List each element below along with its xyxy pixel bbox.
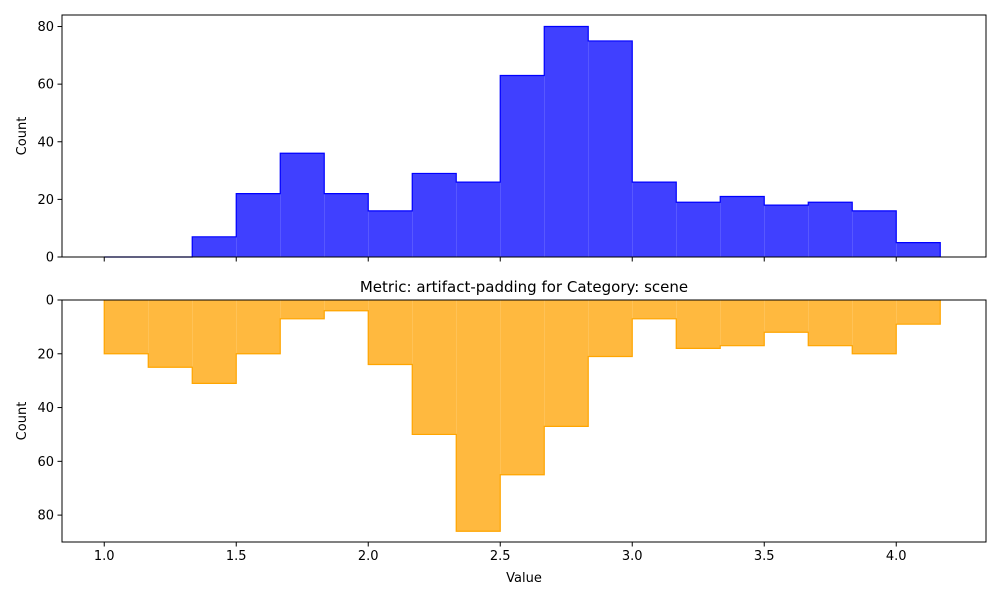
y-tick-label: 40 [37,135,54,150]
histogram-bin [632,182,677,257]
x-tick-label: 2.5 [490,549,511,564]
histogram-bin [852,300,897,354]
y-tick-label: 0 [46,251,54,266]
histogram-bin [236,300,281,354]
x-tick-label: 3.5 [754,549,775,564]
y-tick-label: 60 [37,455,54,470]
y-tick-label: 60 [37,78,54,93]
bottom-axis-ticks: 1.0 1.5 2.0 2.5 3.0 3.5 4.0 0 20 40 60 80 [37,294,906,565]
histogram-bin [500,300,545,475]
histogram-bin [324,193,369,257]
y-tick-label: 20 [37,347,54,362]
histogram-bin [192,236,237,257]
bottom-x-axis-label: Value [506,571,542,586]
histogram-bin [676,202,721,257]
x-tick-label: 3.0 [622,549,643,564]
histogram-bin [852,210,897,257]
top-histogram-fill [104,25,941,258]
histogram-bin [368,300,413,365]
bottom-axes-frame [61,299,987,543]
histogram-bin [412,173,457,257]
histogram-bin [808,202,853,257]
x-tick-label: 1.5 [226,549,247,564]
histogram-bin [676,300,721,349]
histogram-bin [896,242,941,257]
histogram-bin [632,300,677,319]
bottom-histogram-panel: 1.0 1.5 2.0 2.5 3.0 3.5 4.0 0 20 40 60 80 Metric: a… [15,278,987,586]
histogram-bin [720,300,765,346]
histogram-step-outline [103,300,941,532]
x-tick-label: 2.0 [358,549,379,564]
histogram-bin [456,300,501,532]
top-axes-frame [61,14,987,258]
histogram-bin [280,153,325,257]
histogram-bin [280,300,325,319]
histogram-step-outline [104,25,941,258]
histogram-bin [896,300,941,325]
histogram-bin [192,300,237,384]
histogram-bin [544,26,589,258]
x-tick-label: 1.0 [94,549,115,564]
bottom-y-axis-label: Count [15,402,30,441]
histogram-bin [764,205,809,257]
histogram-bin [500,75,545,257]
y-tick-label: 0 [46,294,54,309]
bottom-histogram-fill [103,300,941,532]
x-tick-label: 4.0 [886,549,907,564]
histogram-bin [368,210,413,257]
histogram-bin [588,40,633,257]
histogram-bin [764,300,809,333]
top-histogram-panel: 0 20 40 60 80 Count [15,14,987,266]
histogram-bin [236,193,281,257]
histogram-bin [148,300,193,368]
histogram-bin [544,300,589,427]
top-axis-ticks: 0 20 40 60 80 [37,20,897,266]
histogram-bin [588,300,633,357]
bottom-chart-title: Metric: artifact-padding for Category: s… [360,278,688,296]
y-tick-label: 40 [37,401,54,416]
histogram-bin [720,196,765,257]
top-y-axis-label: Count [15,117,30,156]
histogram-bin [808,300,853,346]
y-tick-label: 80 [37,20,54,35]
histogram-bin [456,182,501,257]
histogram-bin [104,300,149,354]
histogram-bin [324,300,369,311]
histogram-bin [412,300,457,435]
y-tick-label: 20 [37,193,54,208]
y-tick-label: 80 [37,509,54,524]
